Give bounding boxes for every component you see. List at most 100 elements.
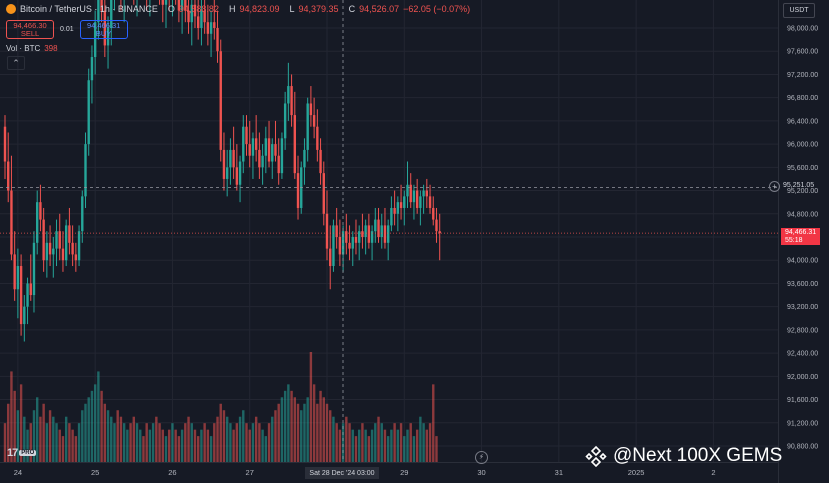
volume-bar xyxy=(36,397,39,462)
current-price-label: 94,466.31 55:18 xyxy=(781,228,820,245)
candle-body xyxy=(274,144,277,156)
volume-bar xyxy=(225,416,229,462)
volume-bar xyxy=(393,423,396,462)
volume-bar xyxy=(316,403,319,462)
volume-bar xyxy=(219,403,222,462)
volume-bar xyxy=(245,423,248,462)
candle-body xyxy=(248,144,251,156)
lightning-icon[interactable]: ⚡ xyxy=(475,451,488,464)
price-tick-label: 95,200.00 xyxy=(787,188,818,195)
volume-label: Vol · BTC xyxy=(6,44,41,53)
volume-bar xyxy=(329,410,332,462)
volume-bar xyxy=(277,403,280,462)
volume-bar xyxy=(254,416,258,462)
buy-label: BUY xyxy=(95,28,112,38)
time-tick-label: 25 xyxy=(91,468,99,477)
volume-bar xyxy=(168,429,171,462)
time-tick-label: 2025 xyxy=(628,468,645,477)
sell-button[interactable]: 94,466.30 SELL xyxy=(6,20,54,39)
volume-bar xyxy=(74,436,78,462)
candle-body xyxy=(367,225,371,243)
countdown-value: 55:18 xyxy=(785,236,803,244)
price-tick-label: 94,000.00 xyxy=(787,258,818,265)
chevron-up-icon[interactable]: ⌃ xyxy=(7,56,25,70)
candle-body xyxy=(97,0,100,23)
volume-bar xyxy=(358,429,361,462)
currency-selector[interactable]: USDT xyxy=(783,3,815,18)
candle-body xyxy=(61,248,65,261)
volume-bar xyxy=(145,423,148,462)
price-tick-label: 96,400.00 xyxy=(787,118,818,125)
candle-body xyxy=(422,190,425,197)
volume-bar xyxy=(42,403,45,462)
volume-bar xyxy=(390,429,393,462)
volume-bar xyxy=(64,416,68,462)
volume-bar xyxy=(148,429,152,462)
volume-bar xyxy=(87,397,90,462)
volume-bar xyxy=(81,410,84,462)
symbol-title[interactable]: Bitcoin / TetherUS · 1h · BINANCE xyxy=(20,4,158,14)
candle-body xyxy=(164,0,168,5)
volume-bar xyxy=(100,390,103,462)
buy-price: 94,466.31 xyxy=(86,20,121,30)
volume-bar xyxy=(106,410,110,462)
candle-body xyxy=(238,161,242,185)
volume-bar xyxy=(193,429,197,462)
price-tick-label: 91,600.00 xyxy=(787,397,818,404)
candle-body xyxy=(16,266,20,290)
candle-body xyxy=(251,138,255,156)
candle-body xyxy=(406,184,409,197)
volume-bar xyxy=(364,429,367,462)
volume-bar xyxy=(367,436,371,462)
tradingview-logo[interactable]: 17 PRO xyxy=(7,447,37,459)
price-tick-label: 94,800.00 xyxy=(787,211,818,218)
candle-body xyxy=(432,207,435,220)
candle-body xyxy=(177,0,181,11)
price-tick-label: 97,200.00 xyxy=(787,72,818,79)
volume-bar xyxy=(119,416,123,462)
volume-bar xyxy=(68,423,71,462)
volume-legend[interactable]: Vol · BTC 398 xyxy=(6,44,58,53)
volume-bar xyxy=(283,390,287,462)
candle-body xyxy=(271,144,274,162)
volume-bar xyxy=(332,416,335,462)
volume-bar xyxy=(132,416,135,462)
price-tick-label: 97,600.00 xyxy=(787,49,818,56)
candle-body xyxy=(23,306,26,325)
candle-body xyxy=(312,115,316,127)
bitcoin-icon xyxy=(6,4,16,14)
candle-body xyxy=(290,86,293,116)
trade-buttons: 94,466.30 SELL 0.01 94,466.31 BUY xyxy=(6,20,128,39)
candle-body xyxy=(52,248,55,255)
candle-body xyxy=(319,149,322,174)
volume-bar xyxy=(13,390,16,462)
price-tick-label: 92,000.00 xyxy=(787,374,818,381)
candle-body xyxy=(26,283,29,307)
candle-body xyxy=(71,242,74,255)
candle-body xyxy=(415,190,419,208)
candle-body xyxy=(296,173,300,208)
volume-bar xyxy=(135,423,139,462)
candle-body xyxy=(258,149,261,168)
candle-body xyxy=(351,237,354,249)
volume-bar xyxy=(39,416,42,462)
volume-bar xyxy=(45,423,49,462)
candle-body xyxy=(335,225,338,237)
open-value: 94,588.82 xyxy=(178,4,219,14)
candle-body xyxy=(161,0,164,5)
volume-bar xyxy=(177,436,181,462)
candle-body xyxy=(364,225,367,237)
volume-bar xyxy=(258,423,261,462)
buy-button[interactable]: 94,466.31 BUY xyxy=(79,20,128,39)
candle-body xyxy=(90,57,94,81)
price-tick-label: 92,400.00 xyxy=(787,351,818,358)
price-axis: 98,000.00 97,600.00 97,200.00 96,800.00 96,4… xyxy=(787,26,818,451)
watermark: @Next 100X GEMS xyxy=(585,445,782,467)
candle-body xyxy=(428,196,432,208)
volume-bar xyxy=(151,423,155,462)
candle-body xyxy=(203,10,206,23)
volume-bar xyxy=(274,410,277,462)
candle-body xyxy=(377,219,380,237)
plus-icon[interactable]: + xyxy=(769,181,780,192)
